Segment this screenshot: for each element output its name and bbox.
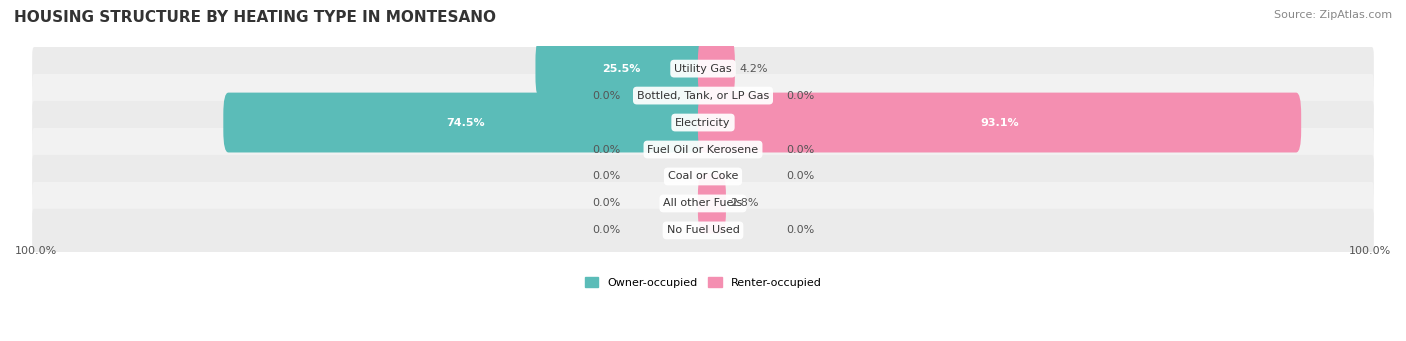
Text: 93.1%: 93.1%	[980, 118, 1019, 128]
Text: 74.5%: 74.5%	[446, 118, 485, 128]
FancyBboxPatch shape	[32, 182, 1374, 225]
FancyBboxPatch shape	[32, 101, 1374, 144]
Text: Coal or Coke: Coal or Coke	[668, 172, 738, 181]
Text: 4.2%: 4.2%	[740, 64, 768, 74]
Text: 0.0%: 0.0%	[786, 172, 814, 181]
Text: No Fuel Used: No Fuel Used	[666, 225, 740, 235]
FancyBboxPatch shape	[224, 93, 709, 152]
FancyBboxPatch shape	[32, 155, 1374, 198]
Text: All other Fuels: All other Fuels	[664, 198, 742, 208]
FancyBboxPatch shape	[697, 174, 725, 233]
Text: 0.0%: 0.0%	[592, 91, 620, 101]
FancyBboxPatch shape	[536, 39, 709, 99]
Legend: Owner-occupied, Renter-occupied: Owner-occupied, Renter-occupied	[579, 272, 827, 294]
Text: 25.5%: 25.5%	[603, 64, 641, 74]
Text: 0.0%: 0.0%	[592, 145, 620, 154]
Text: Fuel Oil or Kerosene: Fuel Oil or Kerosene	[647, 145, 759, 154]
Text: 0.0%: 0.0%	[786, 145, 814, 154]
Text: 2.8%: 2.8%	[730, 198, 759, 208]
FancyBboxPatch shape	[32, 209, 1374, 252]
FancyBboxPatch shape	[32, 128, 1374, 171]
Text: Source: ZipAtlas.com: Source: ZipAtlas.com	[1274, 10, 1392, 20]
Text: 0.0%: 0.0%	[786, 91, 814, 101]
Text: 0.0%: 0.0%	[786, 225, 814, 235]
FancyBboxPatch shape	[32, 74, 1374, 117]
Text: 0.0%: 0.0%	[592, 198, 620, 208]
Text: Bottled, Tank, or LP Gas: Bottled, Tank, or LP Gas	[637, 91, 769, 101]
FancyBboxPatch shape	[697, 93, 1301, 152]
Text: Electricity: Electricity	[675, 118, 731, 128]
Text: 0.0%: 0.0%	[592, 225, 620, 235]
Text: Utility Gas: Utility Gas	[675, 64, 731, 74]
Text: 100.0%: 100.0%	[15, 247, 58, 256]
Text: 100.0%: 100.0%	[1348, 247, 1391, 256]
FancyBboxPatch shape	[32, 47, 1374, 90]
Text: 0.0%: 0.0%	[592, 172, 620, 181]
Text: HOUSING STRUCTURE BY HEATING TYPE IN MONTESANO: HOUSING STRUCTURE BY HEATING TYPE IN MON…	[14, 10, 496, 25]
FancyBboxPatch shape	[697, 39, 735, 99]
